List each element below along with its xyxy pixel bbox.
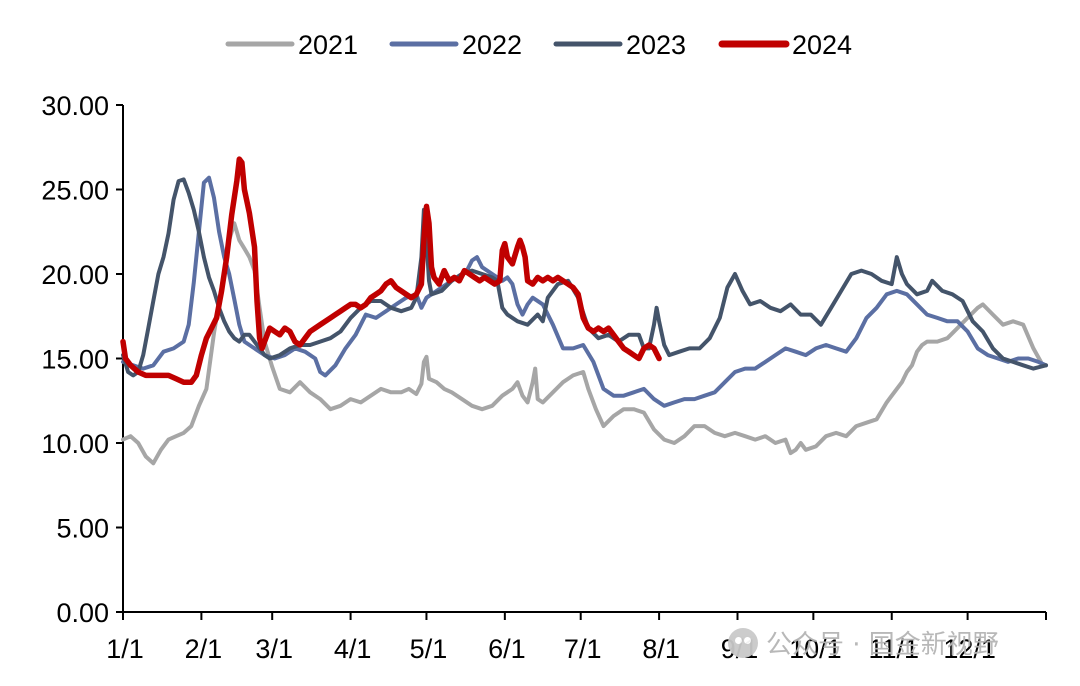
x-tick-label: 8/1	[642, 634, 680, 664]
series-line-2024	[120, 156, 662, 385]
x-tick-label: 7/1	[564, 634, 602, 664]
x-tick-label: 6/1	[488, 634, 526, 664]
wechat-icon	[728, 627, 758, 658]
y-tick-label: 30.00	[41, 91, 109, 121]
legend-label-2021: 2021	[298, 30, 358, 60]
y-tick-label: 20.00	[41, 260, 109, 290]
x-tick-label: 5/1	[410, 634, 448, 664]
x-tick-label: 1/1	[106, 634, 144, 664]
series-line-2022	[121, 175, 1048, 408]
x-tick-label: 3/1	[255, 634, 293, 664]
x-axis: 1/12/13/14/15/16/17/18/19/110/111/112/1	[106, 611, 1047, 664]
x-tick-label: 10/1	[789, 634, 842, 664]
x-tick-label: 2/1	[185, 634, 223, 664]
y-tick-label: 5.00	[56, 514, 109, 544]
watermark: 公众号 · 国金新视野	[728, 624, 999, 661]
y-tick-label: 25.00	[41, 176, 109, 206]
x-tick-label: 12/1	[943, 634, 996, 664]
watermark-text: 公众号 · 国金新视野	[766, 630, 999, 660]
y-tick-label: 10.00	[41, 429, 109, 459]
chart-legend: 2021 2022 2023 2024	[225, 30, 852, 60]
legend-label-2022: 2022	[462, 30, 522, 60]
series-layer	[120, 156, 1048, 466]
y-axis: 0.00 5.00 10.00 15.00 20.00 25.00 30.00	[41, 91, 124, 628]
y-tick-label: 15.00	[41, 345, 109, 375]
y-tick-label: 0.00	[56, 598, 109, 628]
legend-label-2023: 2023	[626, 30, 686, 60]
x-tick-label: 11/1	[868, 634, 919, 664]
series-line-2023	[121, 177, 1048, 378]
legend-label-2024: 2024	[792, 30, 852, 60]
x-tick-label: 4/1	[334, 634, 372, 664]
